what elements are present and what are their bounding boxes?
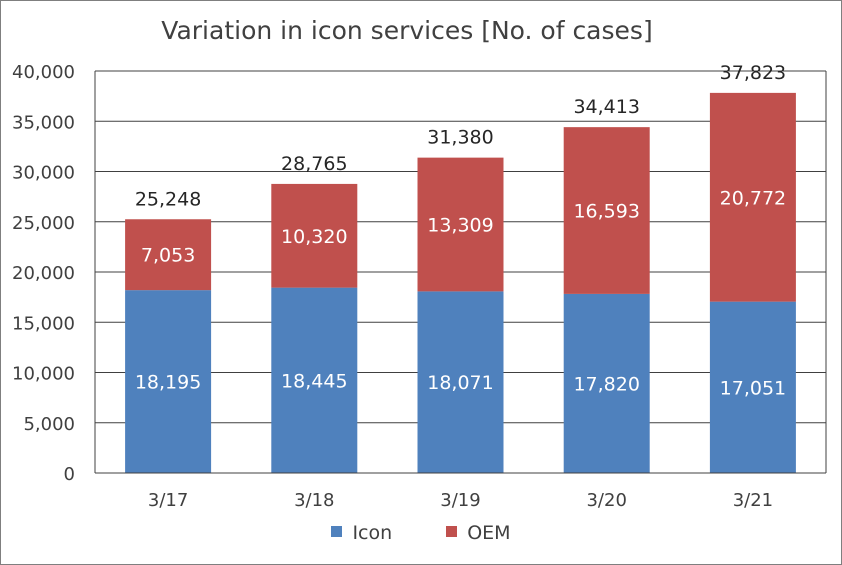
y-tick-label: 35,000 [12, 112, 75, 133]
bar-icon-3-17 [125, 290, 212, 473]
bar-icon-3-20 [563, 293, 650, 473]
bar-oem-3-19 [417, 157, 504, 292]
y-tick-label: 20,000 [12, 263, 75, 284]
total-label: 34,413 [573, 96, 639, 118]
bar-oem-3-18 [271, 183, 358, 288]
data-label-oem: 13,309 [427, 215, 493, 237]
y-tick-label: 15,000 [12, 313, 75, 334]
total-label: 37,823 [720, 62, 786, 84]
legend: Icon OEM [0, 522, 842, 544]
y-tick-label: 5,000 [23, 414, 75, 435]
total-label: 31,380 [427, 127, 493, 149]
x-tick-label: 3/19 [440, 490, 480, 511]
y-tick-label: 10,000 [12, 364, 75, 385]
axes: 0 5,000 10,000 15,000 20,000 25,000 30,000 35,0… [12, 62, 827, 511]
y-tick-label: 30,000 [12, 163, 75, 184]
bar-icon-3-19 [417, 291, 504, 473]
data-label-icon: 17,820 [573, 373, 639, 395]
bar-icon-3-18 [271, 287, 358, 473]
data-labels: 18,195 7,053 25,248 18,445 10,320 28,765 18,07… [135, 62, 786, 399]
legend-label-oem: OEM [467, 522, 511, 544]
chart-title: Variation in icon services [No. of cases… [161, 16, 653, 45]
data-label-oem: 20,772 [720, 187, 786, 209]
data-label-oem: 16,593 [573, 201, 639, 223]
data-label-icon: 18,071 [427, 372, 493, 394]
x-tick-label: 3/17 [148, 490, 188, 511]
bar-oem-3-21 [709, 92, 796, 302]
x-tick-label: 3/20 [586, 490, 626, 511]
y-tick-label: 40,000 [12, 62, 75, 83]
bar-icon-3-21 [709, 301, 796, 473]
legend-swatch-icon [331, 526, 343, 537]
x-tick-label: 3/21 [733, 490, 773, 511]
total-label: 25,248 [135, 188, 201, 210]
legend-label-icon: Icon [352, 522, 393, 544]
data-label-icon: 18,445 [281, 370, 347, 392]
data-label-oem: 7,053 [141, 245, 195, 267]
data-label-icon: 17,051 [720, 377, 786, 399]
legend-item-oem: OEM [446, 522, 511, 544]
bar-oem-3-20 [563, 127, 650, 294]
data-label-oem: 10,320 [281, 226, 347, 248]
bar-oem-3-17 [125, 219, 212, 291]
total-label: 28,765 [281, 153, 347, 175]
legend-item-icon: Icon [331, 522, 392, 544]
x-tick-label: 3/18 [294, 490, 334, 511]
y-tick-label: 25,000 [12, 213, 75, 234]
bars [125, 92, 796, 473]
y-tick-label: 0 [64, 464, 75, 485]
data-label-icon: 18,195 [135, 372, 201, 394]
legend-swatch-oem [446, 526, 458, 537]
